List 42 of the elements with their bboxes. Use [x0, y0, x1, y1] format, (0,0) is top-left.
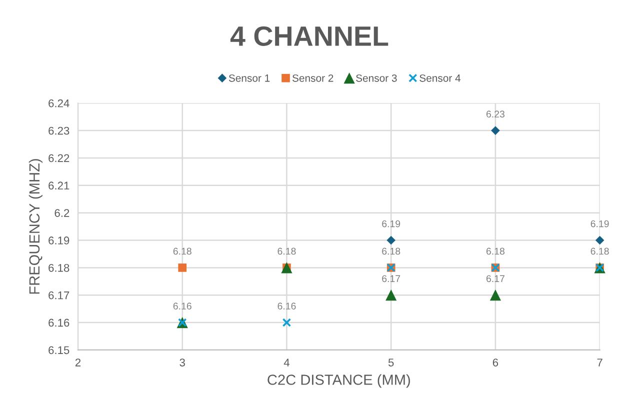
y-tick-label: 6.15: [48, 346, 70, 354]
y-axis-title: FREQUENCY (MHZ): [28, 159, 42, 294]
data-label: 6.16: [173, 302, 192, 310]
x-axis-title: C2C DISTANCE (MM): [268, 374, 410, 388]
data-label: 6.17: [382, 275, 400, 282]
y-tick-label: 6.17: [48, 291, 70, 300]
point: [595, 236, 604, 245]
data-label: 6.17: [486, 275, 504, 282]
point: [282, 318, 292, 327]
legend-label: Sensor 2: [292, 74, 334, 82]
y-tick-label: 6.2: [54, 209, 70, 217]
data-label: 6.18: [278, 248, 296, 255]
y-tick-label: 6.24: [48, 99, 70, 108]
y-tick-label: 6.21: [48, 182, 70, 190]
data-label: 6.18: [486, 248, 504, 255]
chart-title: 4 CHANNEL: [230, 26, 388, 46]
legend-label: Sensor 4: [420, 74, 461, 82]
x-tick-label: 3: [180, 358, 185, 366]
data-label: 6.16: [278, 302, 296, 310]
data-label: 6.19: [382, 220, 400, 228]
y-tick-label: 6.18: [48, 264, 70, 272]
point: [386, 236, 396, 245]
x-tick-label: 7: [597, 358, 602, 366]
legend-label: Sensor 3: [356, 74, 397, 82]
data-label: 6.18: [382, 248, 400, 255]
y-tick-label: 6.16: [48, 318, 70, 327]
legend-label: Sensor 1: [228, 74, 270, 82]
x-tick-label: 6: [492, 358, 498, 366]
data-label: 6.23: [486, 110, 504, 118]
point: [490, 290, 502, 301]
data-label: 6.18: [173, 248, 192, 255]
y-tick-label: 6.23: [48, 126, 70, 135]
x-tick-label: 4: [284, 358, 290, 366]
point: [491, 126, 500, 135]
data-label: 6.18: [590, 248, 609, 255]
x-tick-label: 2: [75, 358, 81, 366]
x-tick-label: 5: [388, 358, 394, 366]
point: [178, 264, 187, 272]
data-label: 6.19: [590, 220, 609, 228]
point: [386, 290, 397, 301]
y-tick-label: 6.19: [48, 236, 70, 244]
y-tick-label: 6.22: [48, 154, 70, 162]
